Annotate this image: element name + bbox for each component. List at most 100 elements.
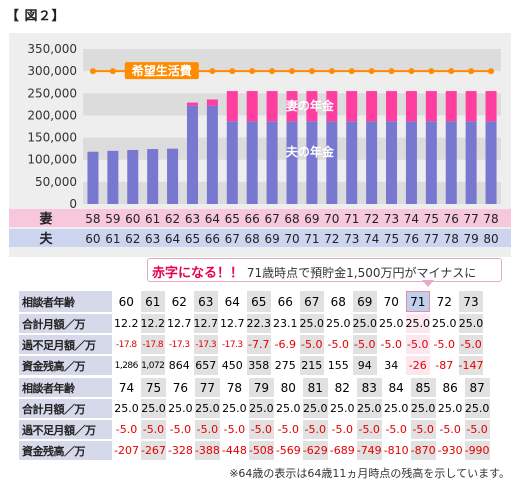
wife-age-label: 63 bbox=[185, 212, 200, 226]
table-cell: 358 bbox=[246, 356, 271, 375]
balance-table-2: 相談者年齢 74 75 76 77 78 79 80 81 82 83 84 85 86 87 合計月額／万 2… bbox=[17, 376, 492, 462]
table-row-header: 過不足月額／万 bbox=[19, 335, 112, 354]
table-row-header: 合計月額／万 bbox=[19, 399, 112, 418]
living-cost-point bbox=[488, 68, 495, 75]
bar-segment bbox=[246, 121, 258, 204]
y-tick-label: 350,000 bbox=[27, 42, 77, 56]
table-cell: -388 bbox=[194, 441, 220, 460]
wife-age-label: 69 bbox=[304, 212, 319, 226]
table-cell: 25.0 bbox=[168, 402, 193, 415]
table-cell: -267 bbox=[140, 441, 166, 460]
table-row-header: 相談者年齢 bbox=[19, 378, 112, 397]
table-cell: 12.7 bbox=[193, 314, 218, 333]
living-cost-point bbox=[408, 68, 415, 75]
table-cell: -5.0 bbox=[439, 423, 461, 436]
table-cell: -5.0 bbox=[277, 423, 300, 436]
bar-segment bbox=[206, 99, 218, 106]
husband-age-label: 72 bbox=[324, 232, 339, 246]
husband-age-label: 77 bbox=[424, 232, 439, 246]
living-cost-point bbox=[308, 68, 315, 75]
table-age-cell: 76 bbox=[172, 380, 189, 395]
table-cell: -569 bbox=[275, 444, 301, 457]
husband-age-label: 61 bbox=[105, 232, 120, 246]
bar-segment bbox=[167, 148, 179, 204]
y-tick-label: 0 bbox=[69, 197, 77, 211]
living-cost-point bbox=[368, 68, 375, 75]
table-cell: -17.3 bbox=[168, 339, 190, 350]
table-cell: 25.0 bbox=[326, 317, 351, 330]
table-age-cell: 73 bbox=[458, 291, 484, 312]
wife-age-label: 67 bbox=[264, 212, 279, 226]
table-cell: 25.0 bbox=[356, 399, 382, 418]
table-cell: -629 bbox=[302, 441, 328, 460]
bar-segment bbox=[246, 91, 258, 122]
living-cost-label-bg bbox=[124, 62, 199, 80]
table-cell: -6.9 bbox=[274, 338, 296, 351]
bar-segment bbox=[346, 121, 358, 204]
table-cell: -7.7 bbox=[246, 335, 271, 354]
table-cell: -5.0 bbox=[433, 338, 455, 351]
table-cell: -5.0 bbox=[169, 423, 192, 436]
table-age-cell: 77 bbox=[194, 378, 220, 397]
table-cell: 25.0 bbox=[299, 314, 324, 333]
table-cell: 864 bbox=[168, 359, 190, 372]
table-cell: 25.0 bbox=[405, 314, 430, 333]
table-cell: 25.0 bbox=[248, 399, 274, 418]
table-cell: -5.0 bbox=[331, 423, 353, 436]
living-cost-point bbox=[448, 68, 455, 75]
wife-age-label: 58 bbox=[85, 212, 100, 226]
wife-age-label: 68 bbox=[284, 212, 299, 226]
bar-segment bbox=[147, 149, 159, 204]
table-cell: -5.0 bbox=[458, 335, 484, 354]
bar-segment bbox=[306, 121, 318, 204]
table-age-cell: 78 bbox=[226, 380, 242, 395]
table-cell: -26 bbox=[405, 356, 430, 375]
bar-segment bbox=[425, 91, 437, 122]
stacked-bar-chart: 350,000 300,000 250,000 200,000 150,000 100,0… bbox=[9, 42, 511, 247]
table-age-cell: 80 bbox=[280, 380, 296, 395]
bar-segment bbox=[405, 91, 417, 122]
living-cost-point bbox=[229, 68, 236, 75]
living-cost-point bbox=[289, 68, 295, 75]
table-cell: 25.0 bbox=[458, 314, 484, 333]
bar-segment bbox=[465, 91, 477, 122]
table-row: 資金残高／万 -207 -267 -328 -388 -448 -508 -569 -629 -6… bbox=[19, 441, 490, 460]
husband-age-label: 79 bbox=[464, 232, 479, 246]
table-cell: 25.0 bbox=[114, 402, 139, 415]
table-cell: 12.2 bbox=[140, 314, 165, 333]
table-age-cell: 72 bbox=[436, 294, 452, 309]
table-cell: 450 bbox=[221, 359, 243, 372]
table-row: 相談者年齢 74 75 76 77 78 79 80 81 82 83 84 85 86 87 bbox=[19, 378, 490, 397]
y-tick-label: 250,000 bbox=[27, 86, 77, 100]
y-tick-label: 300,000 bbox=[27, 64, 77, 78]
table-row: 合計月額／万 12.2 12.2 12.7 12.7 12.7 22.3 23.1 25.0 25… bbox=[19, 314, 484, 333]
bar-segment bbox=[306, 91, 318, 122]
table-cell: -5.0 bbox=[299, 335, 324, 354]
bar-segment bbox=[107, 150, 119, 204]
table-cell: -17.3 bbox=[193, 335, 218, 354]
table-age-cell: 86 bbox=[442, 380, 458, 395]
living-cost-point bbox=[89, 68, 96, 75]
table-cell: -689 bbox=[329, 444, 355, 457]
wife-age-label: 78 bbox=[483, 212, 498, 226]
table-cell: -5.0 bbox=[223, 423, 246, 436]
table-cell: -17.8 bbox=[140, 335, 165, 354]
table-cell: 12.7 bbox=[167, 317, 192, 330]
husband-pension-label: 夫の年金 bbox=[285, 144, 335, 159]
table-cell: 25.0 bbox=[276, 402, 301, 415]
table-cell: 25.0 bbox=[410, 399, 436, 418]
table-row-header: 過不足月額／万 bbox=[19, 420, 112, 439]
table-cell: -870 bbox=[410, 441, 436, 460]
table-cell: 1,072 bbox=[140, 356, 165, 375]
table-cell: 25.0 bbox=[352, 314, 377, 333]
table-cell: -87 bbox=[435, 359, 454, 372]
table-age-cell: 61 bbox=[140, 291, 165, 312]
table-cell: -5.0 bbox=[356, 420, 382, 439]
bar-segment bbox=[366, 91, 378, 122]
wife-age-label: 77 bbox=[464, 212, 479, 226]
living-cost-point bbox=[428, 68, 435, 75]
husband-age-label: 74 bbox=[364, 232, 379, 246]
table-cell: 12.2 bbox=[114, 317, 139, 330]
table-cell: 25.0 bbox=[140, 399, 166, 418]
